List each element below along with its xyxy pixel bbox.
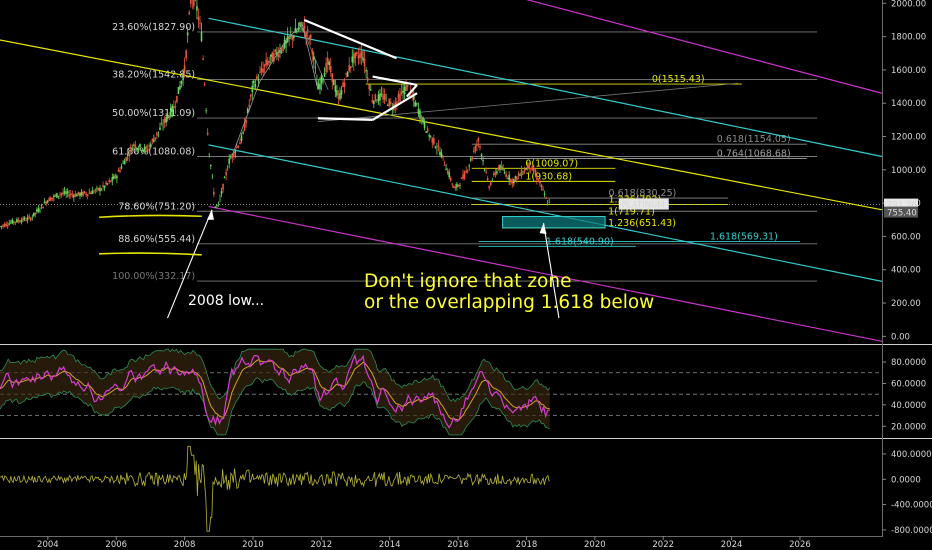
momentum-tick-label: 0.0000 — [891, 475, 921, 485]
time-tick-label: 2020 — [584, 540, 606, 550]
channel-line — [208, 17, 883, 158]
oscillator-tick-label: 60.0000 — [891, 379, 926, 389]
connector-line — [317, 82, 739, 122]
triangle-pattern-line — [372, 92, 418, 121]
fib-extension-label: 1.618(569.31) — [710, 232, 778, 243]
pattern-layer — [167, 18, 560, 319]
fib-highlight-underline — [99, 252, 202, 256]
triangle-pattern-line — [372, 75, 418, 86]
time-tick-label: 2026 — [789, 540, 811, 550]
last-price-label: 791.26 — [887, 201, 917, 211]
triangle-pattern-line — [303, 18, 397, 60]
time-tick-label: 2010 — [242, 540, 264, 550]
oscillator-signal-line — [0, 359, 550, 421]
triangle-pattern-line — [317, 117, 373, 121]
price-tick-label: 600.00 — [891, 232, 921, 242]
annotation-arrow — [167, 209, 213, 319]
oscillator-line — [0, 353, 550, 429]
annotation-zone-line2: or the overlapping 1.618 below — [364, 292, 654, 313]
axes-layer: 2000.00 1800.00 1600.00 1400.00 1200.00 1000.… — [37, 0, 932, 550]
price-tick-label: 400.00 — [891, 266, 921, 276]
instrument-tag-box — [618, 198, 669, 210]
fib-highlight-underline — [99, 214, 202, 219]
time-tick-label: 2004 — [37, 540, 59, 550]
fib-retracement-label: 23.60%(1827.90) — [112, 22, 195, 33]
annotation-layer: 2008 low... Don't ignore that zone or th… — [188, 271, 654, 313]
oscillator-tick-label: 40.0000 — [891, 401, 926, 411]
momentum-tick-label: -800.0000 — [891, 526, 932, 536]
support-zone — [502, 216, 606, 229]
fib-extension-label: 1(719.71) — [608, 207, 655, 218]
time-tick-label: 2008 — [174, 540, 196, 550]
fib-retracement-label: 38.20%(1542.85) — [112, 69, 195, 80]
last-price-label: 755.40 — [887, 209, 917, 219]
annotation-arrowhead — [206, 209, 214, 220]
fib-extension-label: 0(1009.07) — [525, 158, 578, 169]
time-tick-label: 2012 — [311, 540, 333, 550]
support-zone-layer — [502, 216, 606, 229]
fib-retracement-label: 61.80%(1080.08) — [112, 147, 195, 158]
instrument-tag: PLATINUM — [622, 201, 665, 211]
momentum-layer — [0, 445, 550, 532]
oscillator-band-fill — [0, 349, 550, 435]
annotation-2008-low: 2008 low... — [188, 293, 264, 309]
annotation-zone-line1: Don't ignore that zone — [364, 271, 571, 292]
price-tick-label: 1000.00 — [891, 166, 926, 176]
annotation-arrowhead — [539, 223, 547, 235]
time-tick-label: 2014 — [379, 540, 401, 550]
annotation-arrow — [543, 223, 560, 319]
time-tick-label: 2006 — [105, 540, 127, 550]
momentum-line — [0, 445, 550, 532]
last-price-box — [884, 198, 918, 210]
price-tick-label: 1600.00 — [891, 66, 926, 76]
fib-retracement-label: 50.00%(1311.09) — [112, 108, 195, 119]
time-tick-label: 2022 — [652, 540, 674, 550]
oscillator-layer — [0, 348, 882, 436]
momentum-tick-label: 400.0000 — [891, 450, 932, 460]
price-tick-label: 200.00 — [891, 299, 921, 309]
price-tick-label: 2000.00 — [891, 0, 926, 9]
price-tick-label: 0.00 — [891, 332, 910, 342]
fib-extension-label: 0.618(830.25) — [609, 188, 677, 199]
price-tick-label: 1800.00 — [891, 33, 926, 43]
channel-line — [525, 0, 883, 94]
channel-line — [208, 205, 883, 342]
fib-retracement-label: 100.00%(332.17) — [112, 271, 195, 282]
swing-line — [232, 24, 319, 155]
fib-extension-label: 0(1515.43) — [652, 74, 705, 85]
momentum-tick-label: -400.0000 — [891, 501, 932, 511]
price-tick-label: 1400.00 — [891, 99, 926, 109]
time-tick-label: 2018 — [516, 540, 538, 550]
oscillator-tick-label: 80.0000 — [891, 358, 926, 368]
fibonacci-layer: 23.60%(1827.90) 38.20%(1542.85) 50.00%(131… — [99, 22, 818, 282]
price-tick-label: 1200.00 — [891, 133, 926, 143]
channel-line — [0, 39, 883, 211]
triangle-pattern-line — [405, 84, 418, 98]
fib-retracement-label: 78.60%(751.20) — [118, 201, 195, 212]
time-tick-label: 2016 — [447, 540, 469, 550]
fib-extension-label: 0.618(1154.05) — [717, 134, 791, 145]
fib-extension-label: 1(930.68) — [525, 171, 572, 182]
fib-retracement-label: 88.60%(555.44) — [118, 234, 195, 245]
fib-extension-label: 0.764(1068.68) — [717, 148, 791, 159]
channel-line — [208, 144, 883, 282]
fib-extension-label: 1.236(651.43) — [608, 218, 676, 229]
oscillator-lower-band — [0, 377, 550, 436]
oscillator-upper-band — [0, 348, 551, 403]
oscillator-tick-label: 20.0000 — [891, 422, 926, 432]
grid-layer — [0, 0, 932, 537]
fib-extension-label: 1.618(540.90) — [546, 236, 614, 247]
last-price-box — [884, 206, 918, 218]
channel-layer — [0, 0, 883, 342]
price-layer — [0, 0, 550, 230]
time-tick-label: 2024 — [721, 540, 743, 550]
